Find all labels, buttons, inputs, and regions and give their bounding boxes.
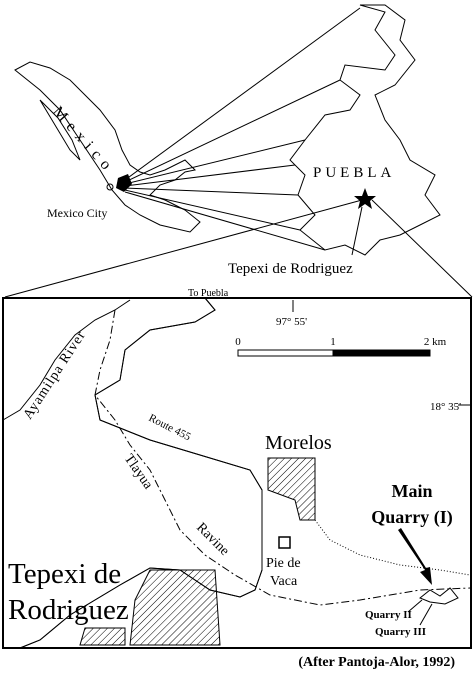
credit: (After Pantoja-Alor, 1992) xyxy=(298,655,455,670)
quarry-2-arrow xyxy=(407,599,423,613)
scale-white xyxy=(237,349,334,357)
puebla-outline xyxy=(289,4,441,256)
pie-de-vaca-label: Pie de xyxy=(266,556,301,571)
to-puebla: To Puebla xyxy=(188,288,229,299)
town-label: Tepexi de Rodriguez xyxy=(228,261,353,277)
route-455-inner xyxy=(19,297,263,649)
mexico-city-area xyxy=(116,174,132,192)
scale-black xyxy=(332,349,431,357)
quarry-3-arrow xyxy=(419,603,433,626)
projection-lines xyxy=(4,7,473,298)
tepexi-area xyxy=(129,569,221,646)
main-quarry-label: Quarry (I) xyxy=(371,507,452,528)
scale-label: 1 xyxy=(330,336,336,348)
mexico-outline xyxy=(14,61,201,233)
tepexi-area-2 xyxy=(79,627,126,646)
longitude: 97° 55' xyxy=(276,316,307,328)
morelos-label: Morelos xyxy=(265,432,332,454)
ravine xyxy=(94,309,471,606)
town-label: Rodriguez xyxy=(8,594,129,626)
country-label: Mexico xyxy=(49,103,118,177)
city-label: Mexico City xyxy=(47,206,107,220)
mexico-city-marker xyxy=(106,183,114,191)
scale-label: 2 km xyxy=(424,336,447,348)
main-quarry-label: Main xyxy=(391,481,432,501)
latitude: 18° 35' xyxy=(430,401,461,413)
pie-de-vaca-marker xyxy=(278,536,291,549)
scale-label: 0 xyxy=(235,336,241,348)
morelos-area xyxy=(267,457,316,521)
quarry-3-label: Quarry III xyxy=(375,626,426,638)
quarry-site xyxy=(419,587,459,605)
river xyxy=(2,299,131,421)
tepexi-star xyxy=(354,188,376,209)
pie-de-vaca-label: Vaca xyxy=(270,574,298,589)
quarry-arrow xyxy=(398,528,432,585)
state-label: PUEBLA xyxy=(313,165,395,181)
town-label: Tepexi de xyxy=(8,558,121,590)
quarry-2-label: Quarry II xyxy=(365,609,412,621)
